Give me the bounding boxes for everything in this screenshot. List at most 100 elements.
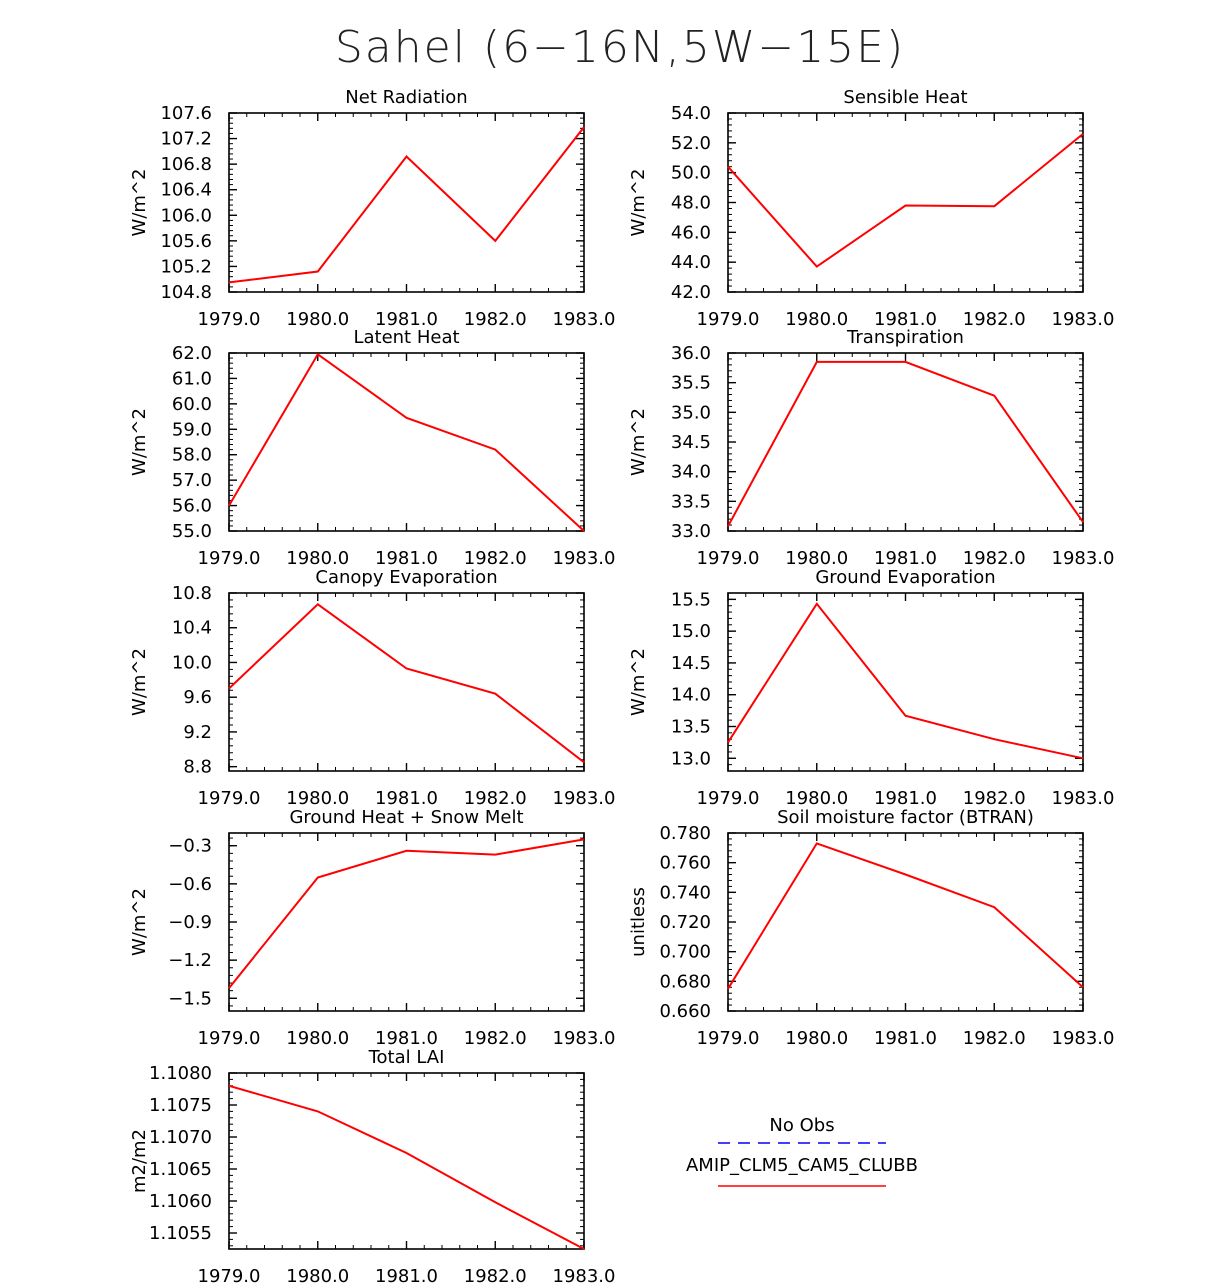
chart-panel: Canopy Evaporation W/m^2 1979.0 1980.0 1981.… <box>129 567 615 809</box>
x-tick-label: 1979.0 <box>198 1266 261 1285</box>
x-tick-label: 1982.0 <box>464 309 527 330</box>
x-tick-label: 1981.0 <box>375 309 438 330</box>
y-tick-label: 42.0 <box>671 282 711 303</box>
x-tick-label: 1981.0 <box>375 788 438 809</box>
plot-frame <box>727 352 1084 532</box>
x-tick-label: 1982.0 <box>464 548 527 569</box>
y-axis-label: W/m^2 <box>129 648 150 716</box>
x-tick-label: 1979.0 <box>697 309 760 330</box>
plot-frame <box>228 112 585 293</box>
chart-panel: Sensible Heat W/m^2 1979.0 1980.0 1981.0 1982… <box>628 87 1114 330</box>
y-tick-label: 107.6 <box>160 103 212 124</box>
y-tick-label: 105.6 <box>160 231 212 252</box>
x-tick-label: 1981.0 <box>874 548 937 569</box>
y-tick-label: 0.680 <box>659 971 711 992</box>
y-tick-label: 58.0 <box>172 445 212 466</box>
y-tick-label: 105.2 <box>160 256 212 277</box>
y-tick-label: 1.1060 <box>149 1191 212 1212</box>
y-tick-label: 10.4 <box>172 618 212 639</box>
x-tick-label: 1983.0 <box>1052 1028 1115 1049</box>
x-tick-label: 1983.0 <box>1052 309 1115 330</box>
y-tick-label: 13.0 <box>671 748 711 769</box>
y-tick-label: 1.1080 <box>149 1063 212 1084</box>
y-tick-label: 0.720 <box>659 912 711 933</box>
chart-panel: Net Radiation W/m^2 1979.0 1980.0 1981.0 1982… <box>129 87 615 330</box>
series-line <box>228 838 585 989</box>
y-tick-label: 13.5 <box>671 717 711 738</box>
panel-title: Latent Heat <box>353 327 459 348</box>
chart-panel: Soil moisture factor (BTRAN) unitless 1979… <box>628 807 1114 1049</box>
y-tick-label: 9.2 <box>183 722 212 743</box>
y-axis-label: W/m^2 <box>129 169 150 237</box>
y-tick-label: 50.0 <box>671 163 711 184</box>
plot-frame <box>727 832 1084 1012</box>
y-tick-label: 10.0 <box>172 652 212 673</box>
panel-title: Ground Heat + Snow Melt <box>289 807 523 828</box>
y-tick-label: 1.1070 <box>149 1127 212 1148</box>
x-tick-label: 1981.0 <box>874 309 937 330</box>
y-tick-label: 44.0 <box>671 252 711 273</box>
series-line <box>228 352 585 532</box>
chart-panel: Latent Heat W/m^2 1979.0 1980.0 1981.0 1982.0… <box>129 327 615 569</box>
y-tick-label: 106.0 <box>160 205 212 226</box>
y-tick-label: 15.5 <box>671 589 711 610</box>
legend-obs-label: No Obs <box>769 1115 834 1136</box>
y-tick-label: 48.0 <box>671 193 711 214</box>
y-tick-label: 0.780 <box>659 823 711 844</box>
x-tick-label: 1980.0 <box>286 1266 349 1285</box>
x-tick-label: 1982.0 <box>464 1266 527 1285</box>
x-tick-label: 1980.0 <box>286 788 349 809</box>
y-tick-label: 14.5 <box>671 653 711 674</box>
panel-title: Ground Evaporation <box>815 567 995 588</box>
plot-frame <box>228 352 585 532</box>
y-tick-label: 57.0 <box>172 470 212 491</box>
y-tick-label: −0.3 <box>168 836 212 857</box>
y-tick-label: 107.2 <box>160 129 212 150</box>
x-tick-label: 1983.0 <box>553 309 616 330</box>
y-tick-label: 33.5 <box>671 491 711 512</box>
y-tick-label: 0.700 <box>659 942 711 963</box>
x-tick-label: 1981.0 <box>874 788 937 809</box>
panels: Net Radiation W/m^2 1979.0 1980.0 1981.0 1982… <box>129 87 1114 1285</box>
panel-title: Canopy Evaporation <box>315 567 497 588</box>
y-tick-label: 33.0 <box>671 521 711 542</box>
x-tick-label: 1983.0 <box>1052 788 1115 809</box>
y-tick-label: 54.0 <box>671 103 711 124</box>
x-tick-label: 1979.0 <box>697 788 760 809</box>
y-tick-label: −0.6 <box>168 874 212 895</box>
series-line <box>228 603 585 764</box>
x-tick-label: 1982.0 <box>464 788 527 809</box>
x-tick-label: 1979.0 <box>198 788 261 809</box>
series-line <box>228 1084 585 1250</box>
x-tick-label: 1980.0 <box>785 548 848 569</box>
y-tick-label: −1.2 <box>168 950 212 971</box>
x-tick-label: 1980.0 <box>785 1028 848 1049</box>
x-tick-label: 1980.0 <box>785 788 848 809</box>
y-axis-label: W/m^2 <box>129 888 150 956</box>
x-tick-label: 1983.0 <box>553 1266 616 1285</box>
y-tick-label: 62.0 <box>172 343 212 364</box>
y-tick-label: 34.5 <box>671 432 711 453</box>
y-tick-label: 60.0 <box>172 394 212 415</box>
y-tick-label: 0.740 <box>659 882 711 903</box>
y-tick-label: 46.0 <box>671 222 711 243</box>
x-tick-label: 1983.0 <box>553 788 616 809</box>
y-tick-label: 10.8 <box>172 583 212 604</box>
y-tick-label: 56.0 <box>172 496 212 517</box>
y-axis-label: W/m^2 <box>628 169 649 237</box>
y-tick-label: 61.0 <box>172 368 212 389</box>
x-tick-label: 1982.0 <box>963 548 1026 569</box>
panel-title: Transpiration <box>846 327 964 348</box>
x-tick-label: 1979.0 <box>697 1028 760 1049</box>
series-line <box>727 842 1084 990</box>
chart-panel: Total LAI m2/m2 1979.0 1980.0 1981.0 1982.0 19… <box>129 1047 615 1285</box>
legend: No Obs AMIP_CLM5_CAM5_CLUBB <box>686 1115 918 1187</box>
plot-frame <box>228 592 585 772</box>
y-tick-label: 35.0 <box>671 402 711 423</box>
x-tick-label: 1980.0 <box>286 309 349 330</box>
y-tick-label: 35.5 <box>671 373 711 394</box>
y-tick-label: 1.1065 <box>149 1159 212 1180</box>
chart-panel: Transpiration W/m^2 1979.0 1980.0 1981.0 1982… <box>628 327 1114 569</box>
x-tick-label: 1979.0 <box>198 309 261 330</box>
plot-frame <box>727 592 1084 772</box>
